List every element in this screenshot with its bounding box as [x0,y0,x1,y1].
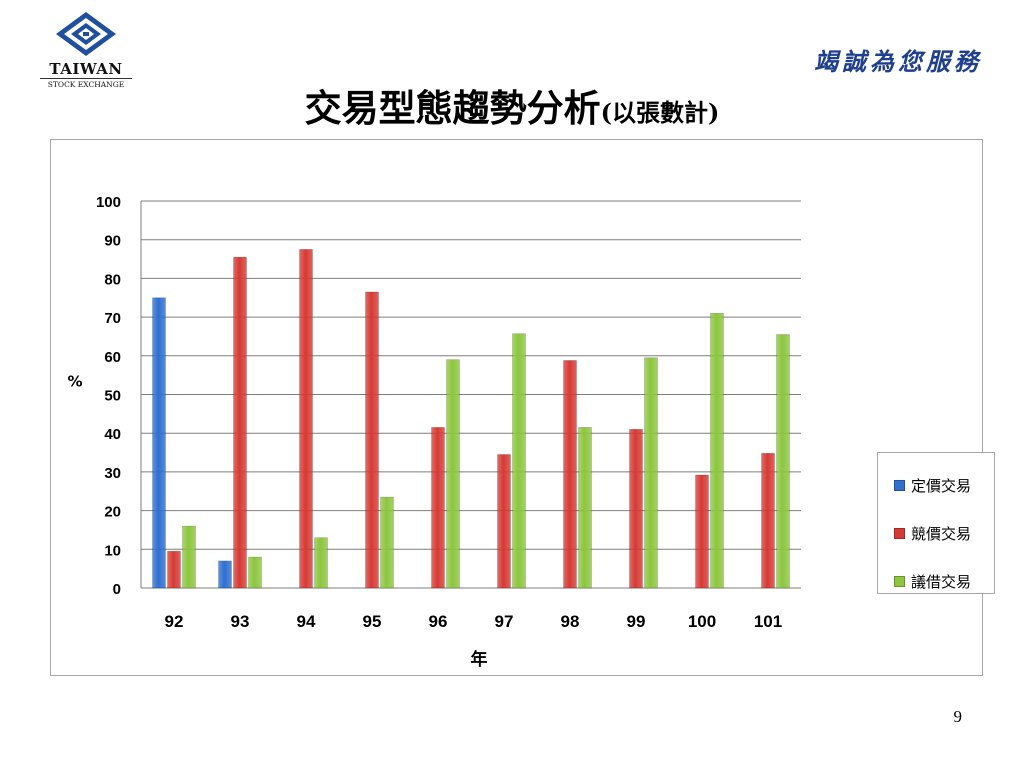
bar [446,359,460,589]
bar [233,256,247,589]
x-tick-label: 98 [561,612,580,631]
legend-label: 定價交易 [911,476,972,495]
y-tick-label: 20 [104,504,121,521]
bar [248,556,262,589]
bar [167,550,181,589]
legend-item: 定價交易 [878,461,994,509]
diamond-logo-icon [56,12,116,56]
bar [299,249,313,589]
legend-swatch [894,527,905,539]
y-tick-label: 10 [104,542,121,559]
bar [152,297,166,589]
y-tick-label: 80 [104,271,121,288]
page-title: 交易型態趨勢分析(以張數計) [0,78,1024,132]
y-tick-label: 100 [96,194,121,211]
legend-label: 競價交易 [911,524,972,543]
x-tick-label: 100 [688,612,716,631]
title-suffix: (以張數計) [600,98,720,127]
x-tick-label: 94 [297,612,316,631]
y-tick-label: 90 [104,233,121,250]
bar [629,429,643,589]
bar [314,537,328,589]
bar [710,312,724,589]
logo-name: TAIWAN [49,60,123,78]
bar [218,560,232,589]
x-tick-label: 96 [429,612,448,631]
x-tick-label: 95 [363,612,382,631]
chart-legend: 定價交易競價交易議借交易 [877,452,995,594]
bar [365,291,379,589]
legend-label: 議借交易 [911,572,972,591]
bar [695,474,709,589]
bar [776,334,790,589]
y-tick-label: 0 [113,581,121,598]
chart-area: 0 10 20 30 40 50 60 70 80 90 100 92 93 94 95 96 97 98 99 10… [50,139,995,676]
bar [578,427,592,589]
bar [563,360,577,589]
bar [644,357,658,589]
y-tick-label: 40 [104,426,121,443]
y-tick-label: 70 [104,310,121,327]
bar-chart: 0 10 20 30 40 50 60 70 80 90 100 92 93 94 95 96 97 98 99 10… [67,194,801,670]
bar [431,427,445,589]
twse-logo: TAIWAN STOCK EXCHANGE [40,10,132,90]
x-tick-label: 92 [165,612,184,631]
y-tick-label: 30 [104,465,121,482]
title-main: 交易型態趨勢分析 [304,86,601,130]
x-tick-label: 99 [627,612,646,631]
bar [512,333,526,589]
y-axis-title: % [67,373,82,391]
x-axis-title: 年 [471,649,488,670]
legend-swatch [894,575,905,587]
x-tick-label: 101 [754,612,782,631]
legend-item: 議借交易 [878,557,994,605]
bar [497,454,511,589]
slogan: 竭誠為您服務 [814,47,982,76]
y-tick-label: 50 [104,388,121,405]
logo-subtitle: STOCK EXCHANGE [40,78,132,89]
x-tick-label: 93 [231,612,250,631]
bar [761,453,775,589]
legend-item: 競價交易 [878,509,994,557]
x-tick-label: 97 [495,612,514,631]
legend-swatch [894,479,905,491]
bar [380,496,394,589]
bar [182,525,196,589]
page-number: 9 [953,707,963,726]
y-tick-label: 60 [104,349,121,366]
